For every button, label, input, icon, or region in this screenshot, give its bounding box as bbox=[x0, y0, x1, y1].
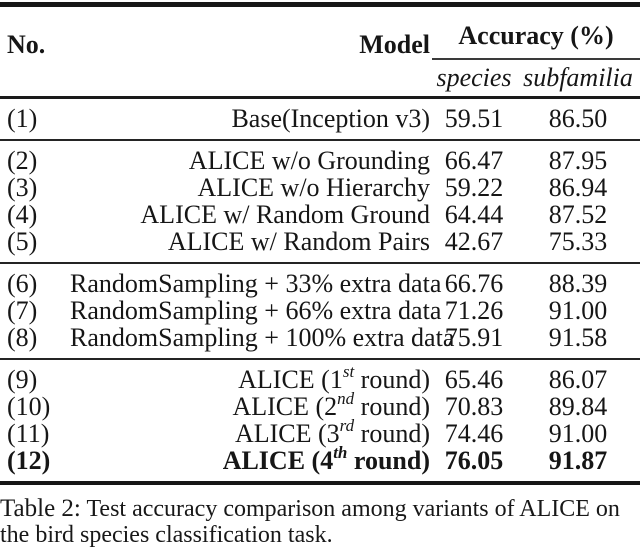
table-row: (11) ALICE (3rd round) 74.46 91.00 bbox=[0, 417, 640, 448]
row-model: ALICE w/ Random Ground bbox=[140, 200, 430, 229]
table-row: (10) ALICE (2nd round) 70.83 89.84 bbox=[0, 390, 640, 421]
model-text: ALICE (2 bbox=[232, 392, 338, 421]
row-species-value: 66.47 bbox=[444, 146, 504, 175]
row-subfamilia-value: 91.00 bbox=[548, 296, 608, 325]
row-model: RandomSampling + 33% extra data bbox=[70, 269, 442, 298]
row-model: ALICE (3rd round) bbox=[70, 417, 432, 448]
caption-label: Table 2: bbox=[0, 495, 81, 522]
row-model: RandomSampling + 66% extra data bbox=[70, 296, 442, 325]
row-subfamilia-value: 88.39 bbox=[548, 269, 608, 298]
table-row: (2) ALICE w/o Grounding 66.47 87.95 bbox=[0, 140, 640, 174]
table-row: (5) ALICE w/ Random Pairs 42.67 75.33 bbox=[0, 228, 640, 263]
table-row: (3) ALICE w/o Hierarchy 59.22 86.94 bbox=[0, 174, 640, 201]
table-row: (9) ALICE (1st round) 65.46 86.07 bbox=[0, 359, 640, 393]
group-random-sampling: (6) RandomSampling + 33% extra data 66.7… bbox=[0, 263, 640, 359]
row-species-value: 75.91 bbox=[444, 323, 504, 352]
row-no: (4) bbox=[7, 200, 38, 229]
table-row: (8) RandomSampling + 100% extra data 75.… bbox=[0, 324, 640, 359]
table-row: (6) RandomSampling + 33% extra data 66.7… bbox=[0, 263, 640, 297]
caption-text: Test accuracy comparison among variants … bbox=[0, 496, 620, 548]
row-subfamilia-value: 89.84 bbox=[548, 392, 608, 421]
model-text: round) bbox=[354, 392, 430, 421]
col-header-species: species bbox=[436, 63, 512, 92]
row-model: ALICE (1st round) bbox=[70, 359, 432, 393]
row-model: Base(Inception v3) bbox=[231, 104, 430, 133]
row-species-value: 42.67 bbox=[444, 227, 504, 256]
row-no: (6) bbox=[7, 269, 38, 298]
row-model: RandomSampling + 100% extra data bbox=[70, 323, 455, 352]
table-caption: Table 2: Test accuracy comparison among … bbox=[0, 495, 640, 549]
row-no: (12) bbox=[7, 446, 51, 475]
row-no: (11) bbox=[7, 419, 50, 448]
row-subfamilia-value: 75.33 bbox=[548, 227, 608, 256]
row-no: (2) bbox=[7, 146, 38, 175]
row-subfamilia-value: 91.58 bbox=[548, 323, 608, 352]
table-row-best: (12) ALICE (4th round) 76.05 91.87 bbox=[0, 444, 640, 483]
row-no: (3) bbox=[7, 173, 38, 202]
ordinal-superscript: rd bbox=[339, 416, 355, 436]
table-header: No. Model Accuracy (%) species subfamili… bbox=[0, 4, 640, 98]
row-species-value: 65.46 bbox=[444, 365, 504, 394]
row-species-value: 70.83 bbox=[444, 392, 504, 421]
row-no: (1) bbox=[7, 104, 38, 133]
row-subfamilia-value: 91.00 bbox=[548, 419, 608, 448]
row-no: (9) bbox=[7, 365, 38, 394]
model-text: ALICE (4 bbox=[222, 446, 334, 475]
table-row: (4) ALICE w/ Random Ground 64.44 87.52 bbox=[0, 201, 640, 228]
table-row: (1) Base(Inception v3) 59.51 86.50 bbox=[0, 98, 640, 141]
row-no: (5) bbox=[7, 227, 38, 256]
row-model: ALICE (2nd round) bbox=[70, 390, 432, 421]
row-subfamilia-value: 86.07 bbox=[548, 365, 608, 394]
ordinal-superscript: th bbox=[333, 443, 348, 463]
row-model: ALICE w/o Hierarchy bbox=[197, 173, 430, 202]
model-text: ALICE (3 bbox=[234, 419, 340, 448]
row-species-value: 66.76 bbox=[444, 269, 504, 298]
model-text: round) bbox=[347, 446, 430, 475]
row-subfamilia-value: 87.95 bbox=[548, 146, 608, 175]
row-species-value: 59.51 bbox=[444, 104, 504, 133]
results-table: No. Model Accuracy (%) species subfamili… bbox=[0, 2, 640, 485]
ordinal-superscript: st bbox=[342, 362, 355, 382]
row-model: ALICE w/o Grounding bbox=[188, 146, 430, 175]
col-header-model: Model bbox=[359, 29, 430, 59]
row-subfamilia-value: 91.87 bbox=[548, 446, 608, 475]
row-model: ALICE (4th round) bbox=[70, 444, 432, 483]
col-header-subfamilia: subfamilia bbox=[523, 63, 633, 92]
row-species-value: 59.22 bbox=[444, 173, 504, 202]
row-subfamilia-value: 86.94 bbox=[548, 173, 608, 202]
model-text: round) bbox=[354, 365, 430, 394]
row-no: (10) bbox=[7, 392, 51, 421]
row-subfamilia-value: 87.52 bbox=[548, 200, 608, 229]
model-text: ALICE (1 bbox=[238, 365, 343, 394]
col-header-accuracy: Accuracy (%) bbox=[432, 4, 640, 60]
model-text: round) bbox=[354, 419, 430, 448]
table-row: (7) RandomSampling + 66% extra data 71.2… bbox=[0, 297, 640, 324]
row-species-value: 74.46 bbox=[444, 419, 504, 448]
col-header-no: No. bbox=[7, 29, 46, 59]
row-no: (8) bbox=[7, 323, 38, 352]
row-subfamilia-value: 86.50 bbox=[548, 104, 608, 133]
row-species-value: 64.44 bbox=[444, 200, 504, 229]
group-alice-rounds: (9) ALICE (1st round) 65.46 86.07 (10) A… bbox=[0, 359, 640, 483]
row-model: ALICE w/ Random Pairs bbox=[167, 227, 430, 256]
row-species-value: 71.26 bbox=[444, 296, 504, 325]
group-baseline: (1) Base(Inception v3) 59.51 86.50 bbox=[0, 98, 640, 141]
group-ablations: (2) ALICE w/o Grounding 66.47 87.95 (3) … bbox=[0, 140, 640, 263]
ordinal-superscript: nd bbox=[337, 389, 355, 409]
row-no: (7) bbox=[7, 296, 38, 325]
row-species-value: 76.05 bbox=[444, 446, 504, 475]
